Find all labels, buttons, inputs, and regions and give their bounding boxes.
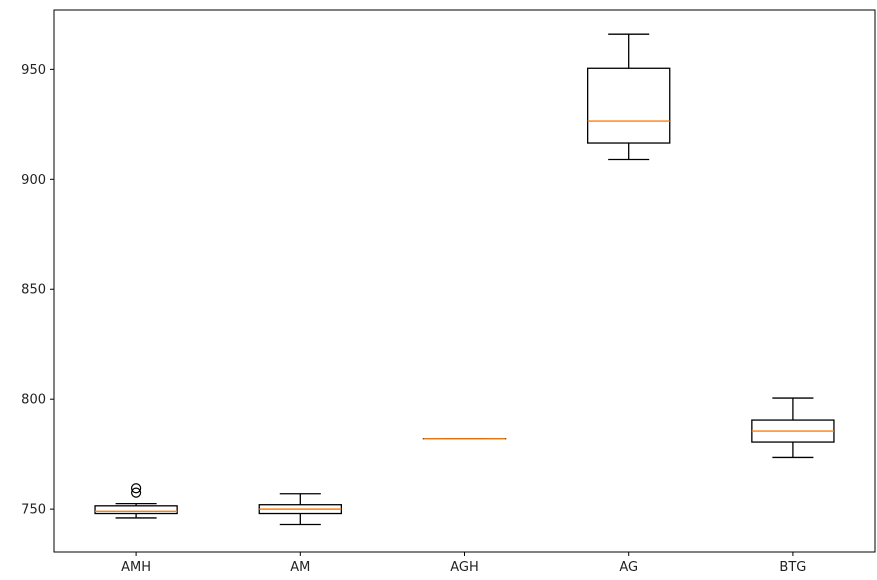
plot-area xyxy=(54,10,875,552)
iqr-box xyxy=(587,67,671,144)
y-tick-label: 800 xyxy=(21,393,46,408)
plot-frame xyxy=(53,9,876,553)
x-tick-label: AMH xyxy=(121,560,151,575)
box-ag xyxy=(587,33,671,161)
box-amh xyxy=(94,483,178,519)
outlier-point xyxy=(131,483,142,494)
iqr-box xyxy=(94,505,178,515)
y-tick-label: 850 xyxy=(21,283,46,298)
y-tick-label: 950 xyxy=(21,63,46,78)
x-tick-label: AM xyxy=(290,560,310,575)
x-axis-ticks: AMH AM AGH AG BTG xyxy=(121,552,806,575)
box-btg xyxy=(751,397,835,459)
y-tick-label: 750 xyxy=(21,503,46,518)
x-tick-label: AGH xyxy=(450,560,479,575)
box-am xyxy=(258,493,342,526)
x-tick-label: AG xyxy=(619,560,638,575)
outlier-point xyxy=(131,487,142,498)
y-tick-label: 900 xyxy=(21,173,46,188)
x-tick-label: BTG xyxy=(779,560,806,575)
y-axis-ticks: 750 800 850 900 950 xyxy=(21,63,54,518)
boxes xyxy=(94,33,835,526)
